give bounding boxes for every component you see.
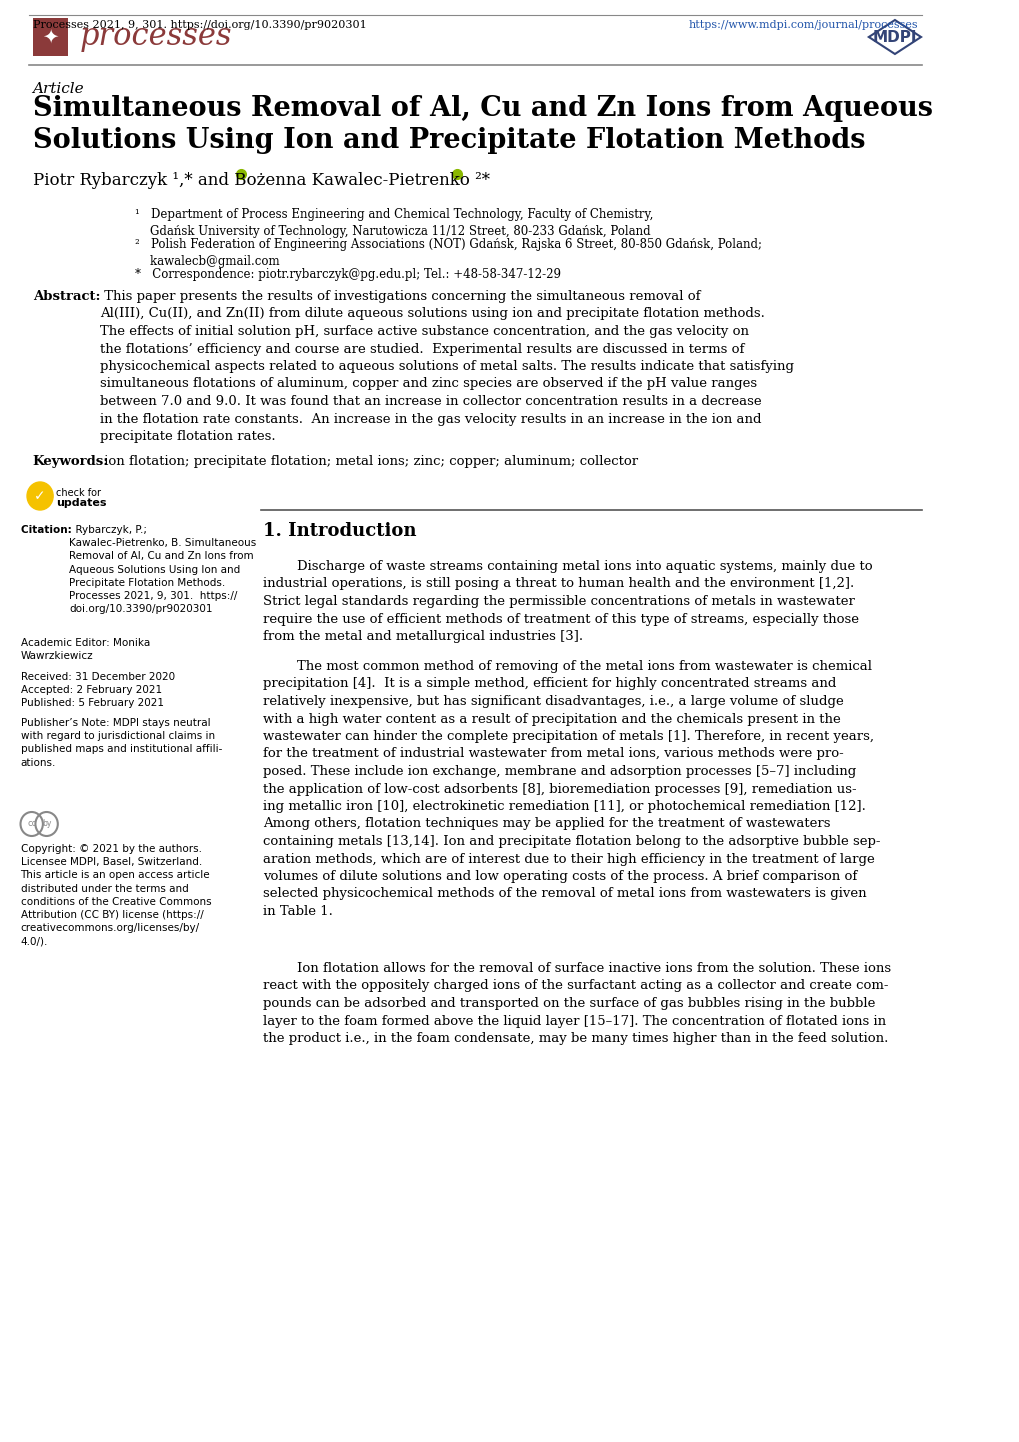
Text: Citation:: Citation: xyxy=(20,525,74,535)
Text: This paper presents the results of investigations concerning the simultaneous re: This paper presents the results of inves… xyxy=(100,290,793,443)
Text: ion flotation; precipitate flotation; metal ions; zinc; copper; aluminum; collec: ion flotation; precipitate flotation; me… xyxy=(100,456,637,469)
Text: Ion flotation allows for the removal of surface inactive ions from the solution.: Ion flotation allows for the removal of … xyxy=(263,962,891,1045)
Text: The most common method of removing of the metal ions from wastewater is chemical: The most common method of removing of th… xyxy=(263,660,879,919)
Text: ✦: ✦ xyxy=(42,27,58,46)
Text: *   Correspondence: piotr.rybarczyk@pg.edu.pl; Tel.: +48-58-347-12-29: * Correspondence: piotr.rybarczyk@pg.edu… xyxy=(136,268,560,281)
Text: Received: 31 December 2020
Accepted: 2 February 2021
Published: 5 February 2021: Received: 31 December 2020 Accepted: 2 F… xyxy=(20,672,174,708)
FancyBboxPatch shape xyxy=(33,17,68,56)
Text: Copyright: © 2021 by the authors.
Licensee MDPI, Basel, Switzerland.
This articl: Copyright: © 2021 by the authors. Licens… xyxy=(20,844,211,946)
Text: https://www.mdpi.com/journal/processes: https://www.mdpi.com/journal/processes xyxy=(688,20,917,30)
Text: processes: processes xyxy=(79,22,231,52)
Text: Simultaneous Removal of Al, Cu and Zn Ions from Aqueous
Solutions Using Ion and : Simultaneous Removal of Al, Cu and Zn Io… xyxy=(33,95,931,154)
Text: MDPI: MDPI xyxy=(872,29,916,45)
Text: 1. Introduction: 1. Introduction xyxy=(263,522,416,539)
Text: Keywords:: Keywords: xyxy=(33,456,109,469)
Text: Publisher’s Note: MDPI stays neutral
with regard to jurisdictional claims in
pub: Publisher’s Note: MDPI stays neutral wit… xyxy=(20,718,222,767)
Text: ¹   Department of Process Engineering and Chemical Technology, Faculty of Chemis: ¹ Department of Process Engineering and … xyxy=(136,208,653,238)
Text: ✓: ✓ xyxy=(35,489,46,503)
Text: check for: check for xyxy=(56,487,101,497)
Text: Processes 2021, 9, 301. https://doi.org/10.3390/pr9020301: Processes 2021, 9, 301. https://doi.org/… xyxy=(33,20,366,30)
Text: Rybarczyk, P.;
Kawalec-Pietrenko, B. Simultaneous
Removal of Al, Cu and Zn Ions : Rybarczyk, P.; Kawalec-Pietrenko, B. Sim… xyxy=(69,525,256,614)
Text: Article: Article xyxy=(33,82,85,97)
Text: ²   Polish Federation of Engineering Associations (NOT) Gdańsk, Rajska 6 Street,: ² Polish Federation of Engineering Assoc… xyxy=(136,238,761,268)
Text: updates: updates xyxy=(56,497,106,508)
Text: Abstract:: Abstract: xyxy=(33,290,100,303)
Text: by: by xyxy=(42,819,51,829)
Text: cc: cc xyxy=(28,819,37,829)
Text: Piotr Rybarczyk ¹,* and Bożenna Kawalec-Pietrenko ²*: Piotr Rybarczyk ¹,* and Bożenna Kawalec-… xyxy=(33,172,489,189)
Text: Discharge of waste streams containing metal ions into aquatic systems, mainly du: Discharge of waste streams containing me… xyxy=(263,559,871,643)
Circle shape xyxy=(28,482,53,510)
Text: Academic Editor: Monika
Wawrzkiewicz: Academic Editor: Monika Wawrzkiewicz xyxy=(20,637,150,662)
